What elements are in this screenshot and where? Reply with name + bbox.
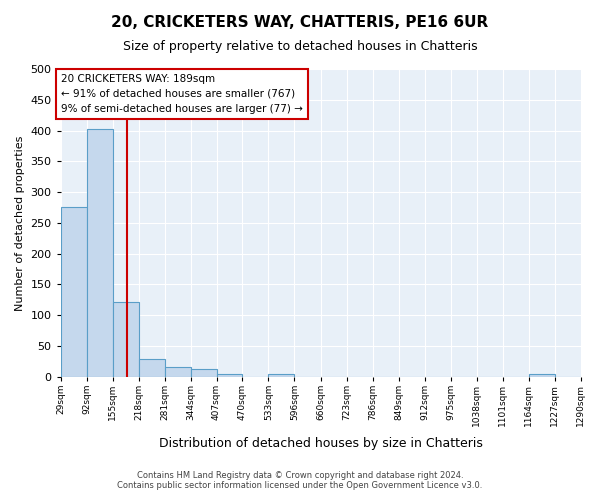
Bar xyxy=(164,367,191,377)
Bar xyxy=(86,128,113,377)
X-axis label: Distribution of detached houses by size in Chatteris: Distribution of detached houses by size … xyxy=(158,437,482,450)
Text: 20 CRICKETERS WAY: 189sqm
← 91% of detached houses are smaller (767)
9% of semi-: 20 CRICKETERS WAY: 189sqm ← 91% of detac… xyxy=(61,74,303,114)
Text: Contains HM Land Registry data © Crown copyright and database right 2024.
Contai: Contains HM Land Registry data © Crown c… xyxy=(118,470,482,490)
Bar xyxy=(191,369,217,377)
Bar xyxy=(529,374,554,377)
Bar xyxy=(113,302,139,377)
Bar xyxy=(139,359,164,377)
Bar xyxy=(217,374,242,377)
Text: 20, CRICKETERS WAY, CHATTERIS, PE16 6UR: 20, CRICKETERS WAY, CHATTERIS, PE16 6UR xyxy=(112,15,488,30)
Bar xyxy=(268,374,295,377)
Y-axis label: Number of detached properties: Number of detached properties xyxy=(15,135,25,310)
Text: Size of property relative to detached houses in Chatteris: Size of property relative to detached ho… xyxy=(122,40,478,53)
Bar xyxy=(61,207,86,377)
